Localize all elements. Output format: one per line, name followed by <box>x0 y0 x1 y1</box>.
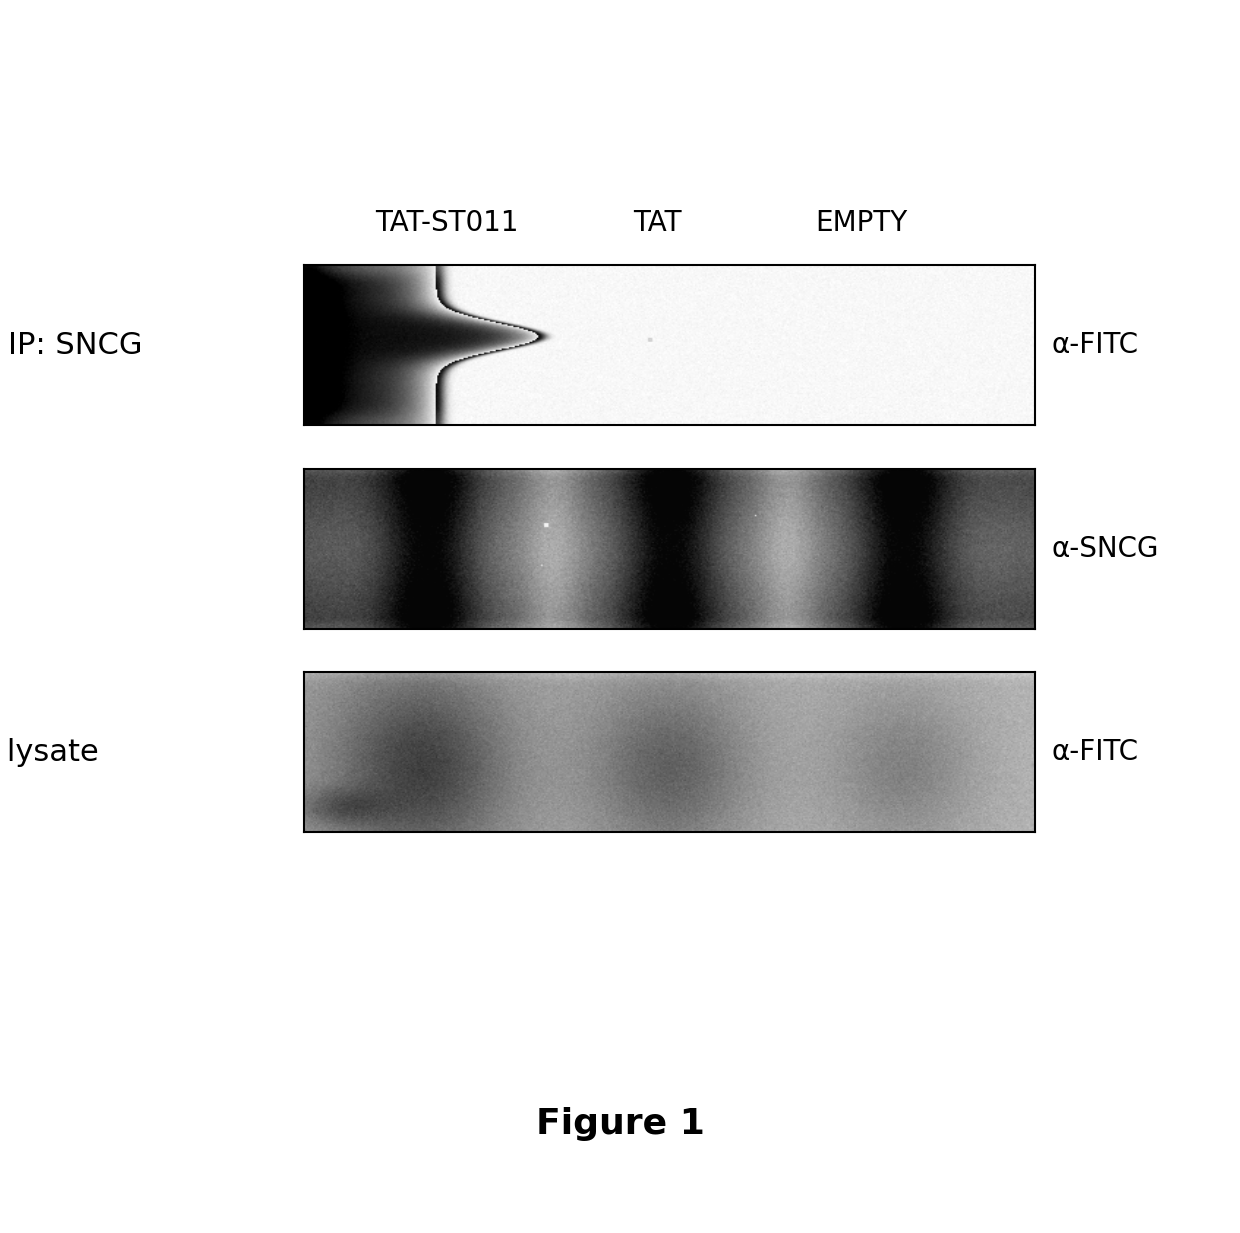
Text: Cell lysate: Cell lysate <box>0 737 99 767</box>
Text: α-FITC: α-FITC <box>1052 332 1138 359</box>
Text: IP: SNCG: IP: SNCG <box>9 330 143 360</box>
Text: TAT-ST011: TAT-ST011 <box>374 208 518 237</box>
Text: Figure 1: Figure 1 <box>536 1107 704 1142</box>
Text: EMPTY: EMPTY <box>816 208 908 237</box>
Text: TAT: TAT <box>632 208 682 237</box>
Text: α-FITC: α-FITC <box>1052 739 1138 766</box>
Text: α-SNCG: α-SNCG <box>1052 535 1159 562</box>
